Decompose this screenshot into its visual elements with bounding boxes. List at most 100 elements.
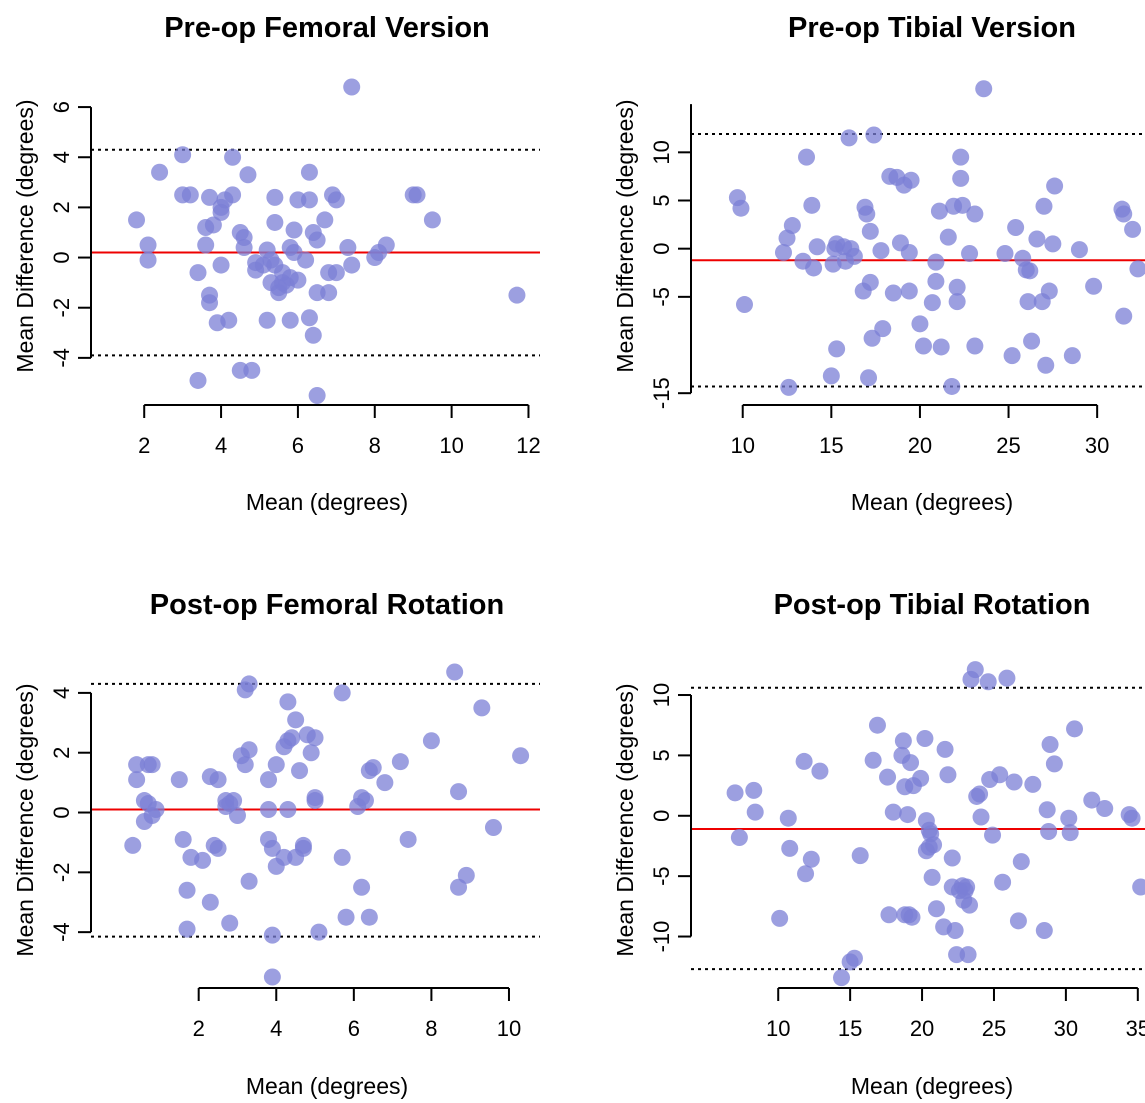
x-tick-label: 20 <box>910 1016 934 1041</box>
data-point <box>1085 277 1103 295</box>
data-point <box>364 759 382 777</box>
y-axis-label: Mean Difference (degrees) <box>12 683 38 956</box>
x-tick-label: 25 <box>982 1016 1006 1041</box>
data-point <box>822 367 840 385</box>
data-point <box>833 969 851 987</box>
panel-title: Post-op Tibial Rotation <box>774 589 1091 621</box>
x-axis-label: Mean (degrees) <box>851 489 1013 515</box>
x-tick-label: 10 <box>439 433 463 458</box>
data-point <box>797 865 815 883</box>
data-point <box>1124 220 1142 238</box>
data-point <box>360 908 378 926</box>
data-point <box>194 851 212 869</box>
y-tick-label: 0 <box>49 806 74 818</box>
data-point <box>243 361 261 379</box>
data-point <box>923 868 941 886</box>
data-point <box>356 792 374 810</box>
data-point <box>946 921 964 939</box>
data-point <box>1007 218 1025 236</box>
x-tick-label: 20 <box>908 433 932 458</box>
x-tick-label: 12 <box>516 433 540 458</box>
data-point <box>343 256 361 274</box>
x-tick-label: 6 <box>348 1016 360 1041</box>
y-tick-label: 6 <box>49 101 74 113</box>
data-point <box>939 766 957 784</box>
data-point <box>1129 260 1145 278</box>
data-point <box>872 242 890 260</box>
data-point <box>294 839 312 857</box>
data-point <box>780 378 798 396</box>
data-point <box>139 251 157 269</box>
data-point <box>1009 912 1027 930</box>
data-point <box>927 272 945 290</box>
data-point <box>1035 197 1053 215</box>
data-point <box>930 202 948 220</box>
data-point <box>1083 791 1101 809</box>
data-point <box>1003 347 1021 365</box>
data-point <box>1019 293 1037 311</box>
data-point <box>197 236 215 254</box>
data-point <box>732 199 750 217</box>
data-point <box>181 186 199 204</box>
data-point <box>998 669 1016 687</box>
y-tick-label: 0 <box>49 251 74 263</box>
data-point <box>300 163 318 181</box>
data-point <box>966 205 984 223</box>
x-axis-label: Mean (degrees) <box>246 1073 408 1099</box>
x-tick-label: 8 <box>369 433 381 458</box>
data-point <box>399 830 417 848</box>
data-point <box>240 675 258 693</box>
data-point <box>147 801 165 819</box>
data-point <box>209 839 227 857</box>
x-tick-label: 10 <box>497 1016 521 1041</box>
data-point <box>306 729 324 747</box>
data-point <box>879 768 897 786</box>
data-point <box>936 740 954 758</box>
data-point <box>745 781 763 799</box>
data-point <box>923 294 941 312</box>
data-point <box>310 923 328 941</box>
data-point <box>327 191 345 209</box>
data-point <box>899 806 917 824</box>
data-point <box>746 803 764 821</box>
data-point <box>306 792 324 810</box>
data-point <box>927 900 945 918</box>
data-point <box>932 338 950 356</box>
data-point <box>327 264 345 282</box>
data-point <box>1123 809 1141 827</box>
x-tick-label: 8 <box>425 1016 437 1041</box>
data-point <box>1005 773 1023 791</box>
data-point <box>353 878 371 896</box>
data-point <box>212 256 230 274</box>
data-point <box>861 222 879 240</box>
x-tick-label: 25 <box>996 433 1020 458</box>
data-point <box>994 873 1012 891</box>
data-point <box>178 881 196 899</box>
data-point <box>795 752 813 770</box>
data-point <box>1038 801 1056 819</box>
data-point <box>128 756 146 774</box>
data-point <box>845 949 863 967</box>
data-point <box>289 271 307 289</box>
y-tick-label: 4 <box>49 687 74 699</box>
data-point <box>408 186 426 204</box>
data-point <box>1096 800 1114 818</box>
data-point <box>979 673 997 691</box>
x-tick-label: 2 <box>138 433 150 458</box>
data-point <box>925 836 943 854</box>
data-point <box>808 238 826 256</box>
data-point <box>902 171 920 189</box>
panel-post-op-tibial-rotation: Post-op Tibial Rotation Mean (degrees) M… <box>612 589 1145 1099</box>
data-point <box>730 829 748 847</box>
data-point <box>258 311 276 329</box>
data-point <box>984 826 1002 844</box>
data-point <box>966 337 984 355</box>
data-point <box>840 129 858 147</box>
data-point <box>996 244 1014 262</box>
data-point <box>174 146 192 164</box>
data-point <box>884 803 902 821</box>
data-point <box>174 830 192 848</box>
y-tick-label: 10 <box>649 140 674 164</box>
data-point <box>1045 755 1063 773</box>
